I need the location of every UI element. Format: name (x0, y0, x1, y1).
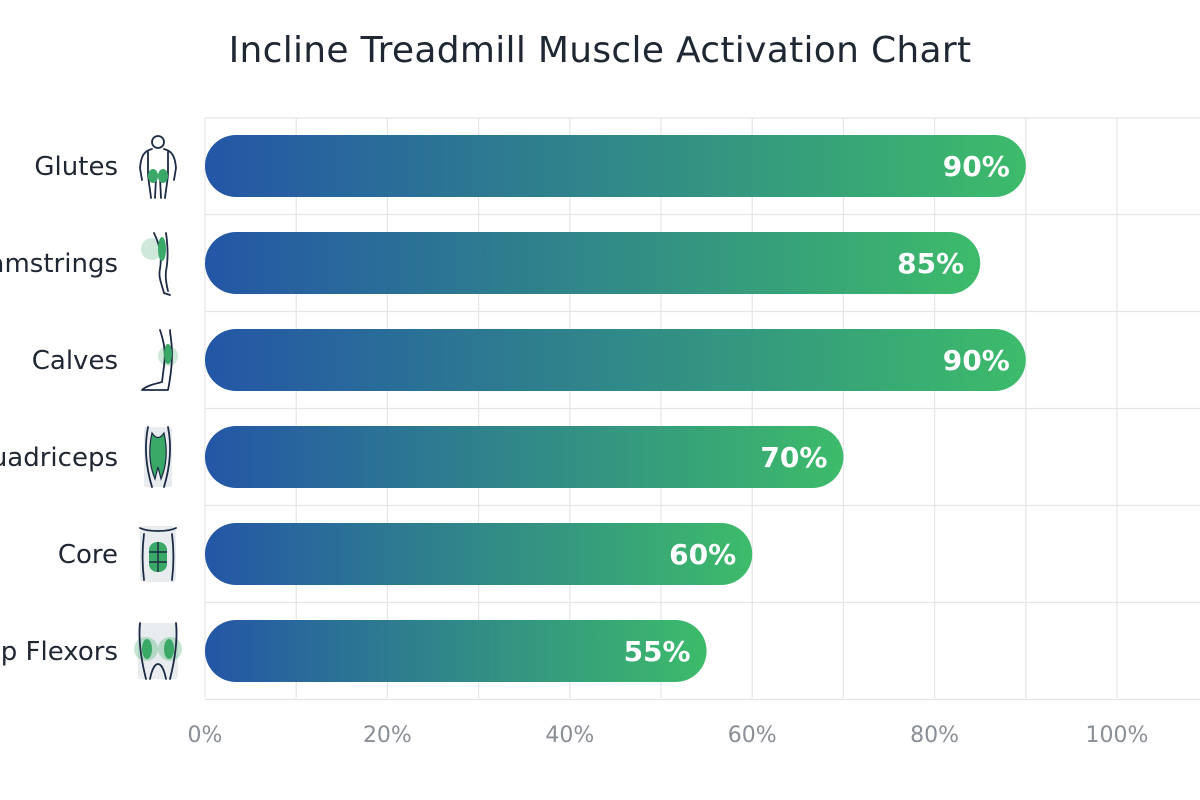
bar-glutes (205, 135, 1026, 197)
bar-hamstrings (205, 232, 981, 294)
x-tick-label: 0% (188, 723, 223, 748)
torso-core-icon (139, 526, 177, 582)
thigh-quadriceps-icon (144, 426, 172, 488)
value-label: 90% (943, 150, 1010, 183)
x-tick-label: 40% (545, 723, 594, 748)
hips-hip-flexor-icon (134, 622, 182, 680)
leg-calf-icon (141, 329, 178, 391)
bar-hip-flexors (205, 620, 707, 682)
muscle-icons (134, 135, 182, 680)
leg-hamstring-icon (141, 232, 171, 296)
value-label: 70% (760, 441, 827, 474)
bar-core (205, 523, 753, 585)
bars: 90% 85% 90% 70% 60% 55% (205, 135, 1026, 682)
category-label: Hamstrings (0, 249, 118, 279)
x-axis-ticks: 0% 20% 40% 60% 80% 100% (188, 723, 1149, 748)
x-tick-label: 80% (910, 723, 959, 748)
x-tick-label: 20% (363, 723, 412, 748)
chart-title: Incline Treadmill Muscle Activation Char… (228, 30, 972, 71)
category-label: Calves (32, 346, 118, 376)
x-tick-label: 100% (1086, 723, 1149, 748)
x-tick-label: 60% (728, 723, 777, 748)
category-label: Glutes (34, 152, 118, 182)
value-label: 85% (897, 247, 964, 280)
bar-quadriceps (205, 426, 844, 488)
category-labels: Glutes Hamstrings Calves Quadriceps Core Hip … (0, 152, 118, 667)
bar-calves (205, 329, 1026, 391)
category-label: Hip Flexors (0, 637, 118, 667)
category-label: Core (58, 540, 118, 570)
value-label: 90% (943, 344, 1010, 377)
body-glutes-icon (139, 135, 177, 199)
category-label: Quadriceps (0, 443, 118, 473)
value-label: 55% (624, 635, 691, 668)
value-label: 60% (669, 538, 736, 571)
grid (204, 117, 1200, 701)
